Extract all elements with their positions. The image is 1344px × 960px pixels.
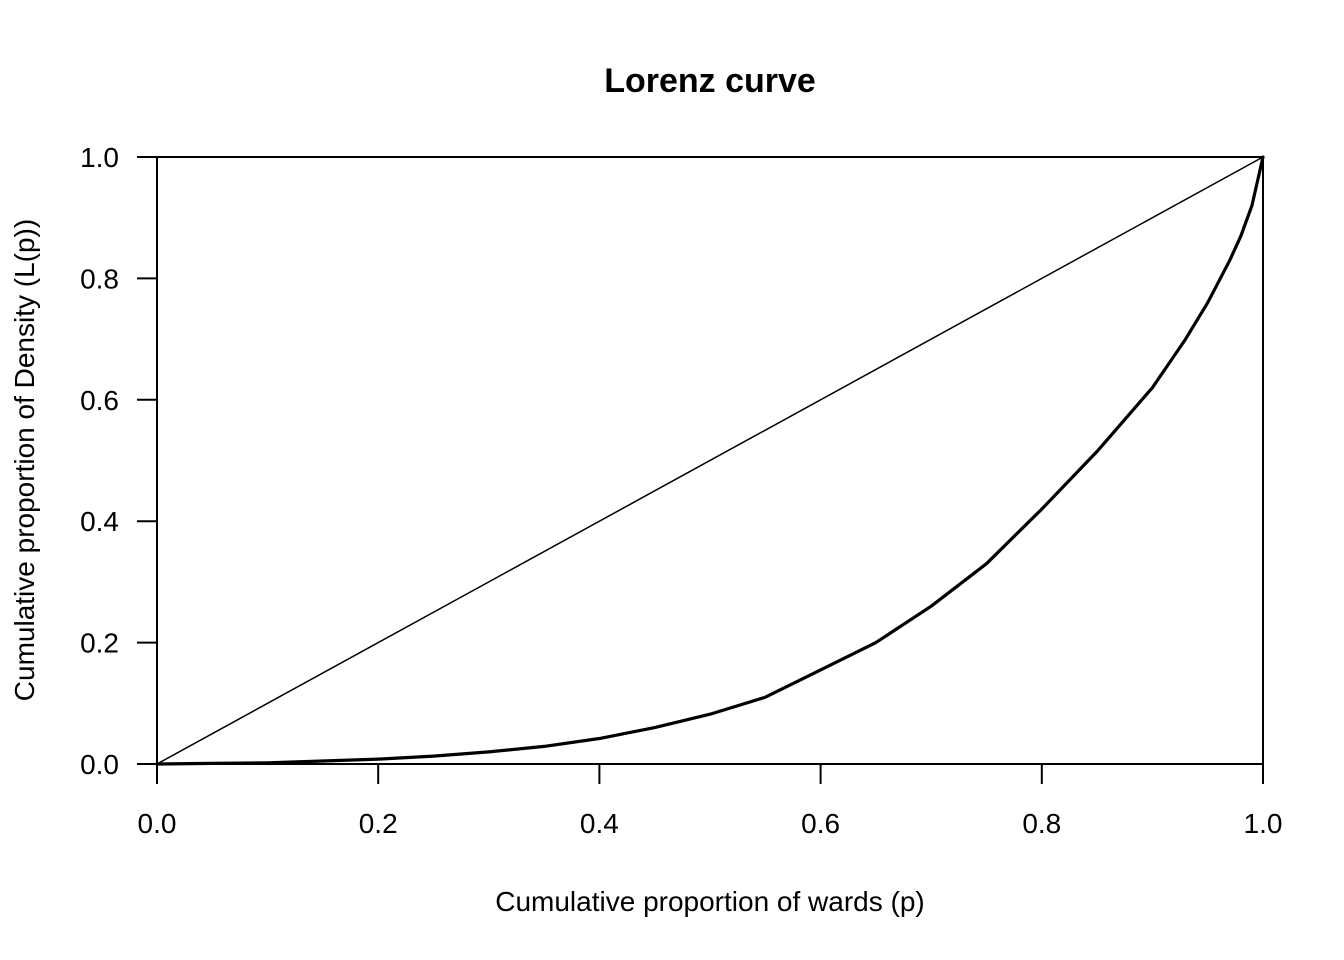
lorenz-curve-line xyxy=(155,155,1265,766)
x-tick-label: 0.8 xyxy=(1022,808,1061,839)
y-axis-label: Cumulative proportion of Density (L(p)) xyxy=(9,219,40,701)
equality-line xyxy=(156,156,1264,765)
plot-frame xyxy=(156,156,1264,765)
x-tick-label: 0.2 xyxy=(359,808,398,839)
y-tick-label: 0.2 xyxy=(80,628,119,659)
series-layer xyxy=(155,155,1265,766)
chart-title: Lorenz curve xyxy=(604,62,816,100)
y-tick-label: 0.4 xyxy=(80,506,119,537)
y-tick-label: 1.0 xyxy=(80,142,119,173)
y-tick-label: 0.8 xyxy=(80,263,119,294)
y-tick-label: 0.0 xyxy=(80,749,119,780)
x-tick-label: 0.6 xyxy=(801,808,840,839)
x-tick-label: 1.0 xyxy=(1244,808,1283,839)
y-tick-label: 0.6 xyxy=(80,385,119,416)
x-tick-label: 0.0 xyxy=(138,808,177,839)
x-axis: 0.0 0.2 0.4 0.6 0.8 1.0 xyxy=(138,764,1283,839)
x-tick-label: 0.4 xyxy=(580,808,619,839)
x-axis-label: Cumulative proportion of wards (p) xyxy=(495,886,925,917)
y-axis: 0.0 0.2 0.4 0.6 0.8 1.0 xyxy=(80,142,157,780)
